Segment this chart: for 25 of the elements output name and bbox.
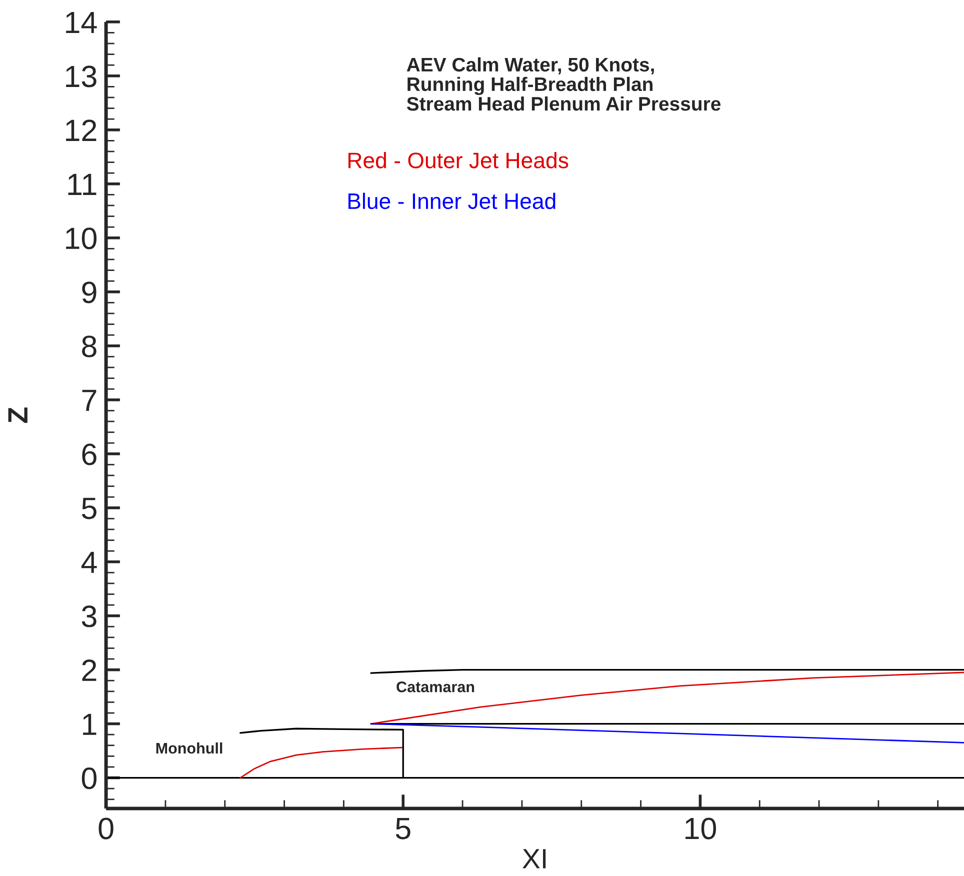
x-tick-label: 5 [396,818,410,840]
y-tick-label: 8 [82,336,96,358]
y-axis-title: Z [8,408,28,423]
x-axis-title: XI [522,849,546,868]
y-tick-label: 6 [82,444,96,466]
x-tick-label: 10 [686,818,716,840]
annotation: Monohull [156,742,222,754]
annotation: Catamaran [396,681,474,692]
y-tick-label: 1 [83,714,96,735]
y-tick-label: 3 [82,606,96,628]
y-tick-label: 9 [82,282,96,304]
x-tick-label: 0 [98,818,114,840]
text: Blue - Inner Jet Head [348,192,556,210]
y-tick-label: 14 [66,12,97,33]
y-tick-label: 0 [82,768,97,790]
y-tick-label: 2 [82,660,96,681]
y-tick-label: 10 [66,228,97,250]
text: Red - Outer Jet Heads [348,152,568,168]
y-tick-label: 5 [82,498,96,520]
y-tick-label: 4 [81,552,97,573]
text: AEV Calm Water, 50 Knots, Running Half-Breadth Plan Stream Head Plenum Air Pressure [406,57,720,111]
y-tick-label: 7 [82,390,96,411]
y-tick-label: 13 [66,66,96,88]
y-tick-label: 11 [68,174,96,195]
y-tick-label: 12 [66,120,96,141]
